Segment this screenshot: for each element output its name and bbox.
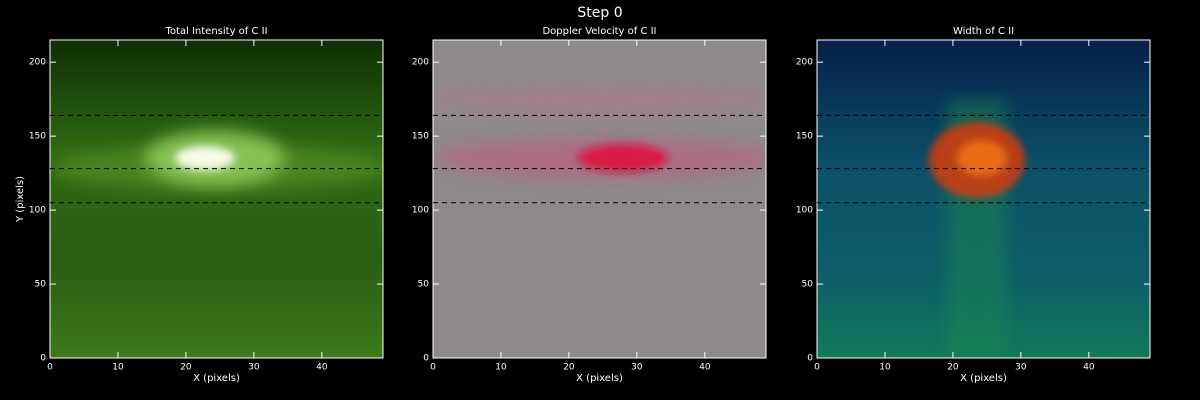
x-tick-label: 0 <box>430 363 436 373</box>
y-tick-label: 150 <box>412 132 429 142</box>
plot-frame <box>432 39 767 359</box>
x-tick-label: 30 <box>631 363 643 373</box>
x-tick-label: 10 <box>495 363 507 373</box>
y-tick-label: 200 <box>796 58 813 68</box>
x-tick-label: 30 <box>1015 363 1027 373</box>
x-tick-label: 40 <box>1083 363 1095 373</box>
y-tick-label: 0 <box>807 354 813 364</box>
x-tick-label: 20 <box>563 363 575 373</box>
y-tick-label: 150 <box>29 132 46 142</box>
y-tick-label: 100 <box>29 206 46 216</box>
y-tick-label: 200 <box>29 58 46 68</box>
x-tick-label: 30 <box>248 363 260 373</box>
y-tick-label: 100 <box>796 206 813 216</box>
x-tick-label: 0 <box>47 363 53 373</box>
x-tick-label: 0 <box>814 363 820 373</box>
x-tick-label: 20 <box>180 363 192 373</box>
x-axis-label: X (pixels) <box>960 373 1007 384</box>
y-tick-label: 50 <box>35 280 47 290</box>
plot-frame <box>816 39 1151 359</box>
x-tick-label: 10 <box>879 363 891 373</box>
figure-title: Step 0 <box>577 5 622 21</box>
y-tick-label: 0 <box>40 354 46 364</box>
y-tick-label: 50 <box>802 280 814 290</box>
x-axis-label: X (pixels) <box>576 373 623 384</box>
y-tick-label: 0 <box>423 354 429 364</box>
x-tick-label: 10 <box>112 363 124 373</box>
panel-title: Doppler Velocity of C II <box>542 26 656 37</box>
heatmap-image <box>433 40 766 358</box>
y-tick-label: 150 <box>796 132 813 142</box>
x-tick-label: 40 <box>316 363 328 373</box>
heatmap-image <box>50 40 383 358</box>
y-axis-label: Y (pixels) <box>15 176 26 223</box>
panel-title: Width of C II <box>953 26 1014 37</box>
x-axis-label: X (pixels) <box>193 373 240 384</box>
plot-frame <box>49 39 384 359</box>
x-tick-label: 20 <box>947 363 959 373</box>
x-tick-label: 40 <box>699 363 711 373</box>
heatmap-image <box>817 40 1150 358</box>
y-tick-label: 50 <box>418 280 430 290</box>
y-tick-label: 100 <box>412 206 429 216</box>
y-tick-label: 200 <box>412 58 429 68</box>
panel-title: Total Intensity of C II <box>164 26 267 37</box>
